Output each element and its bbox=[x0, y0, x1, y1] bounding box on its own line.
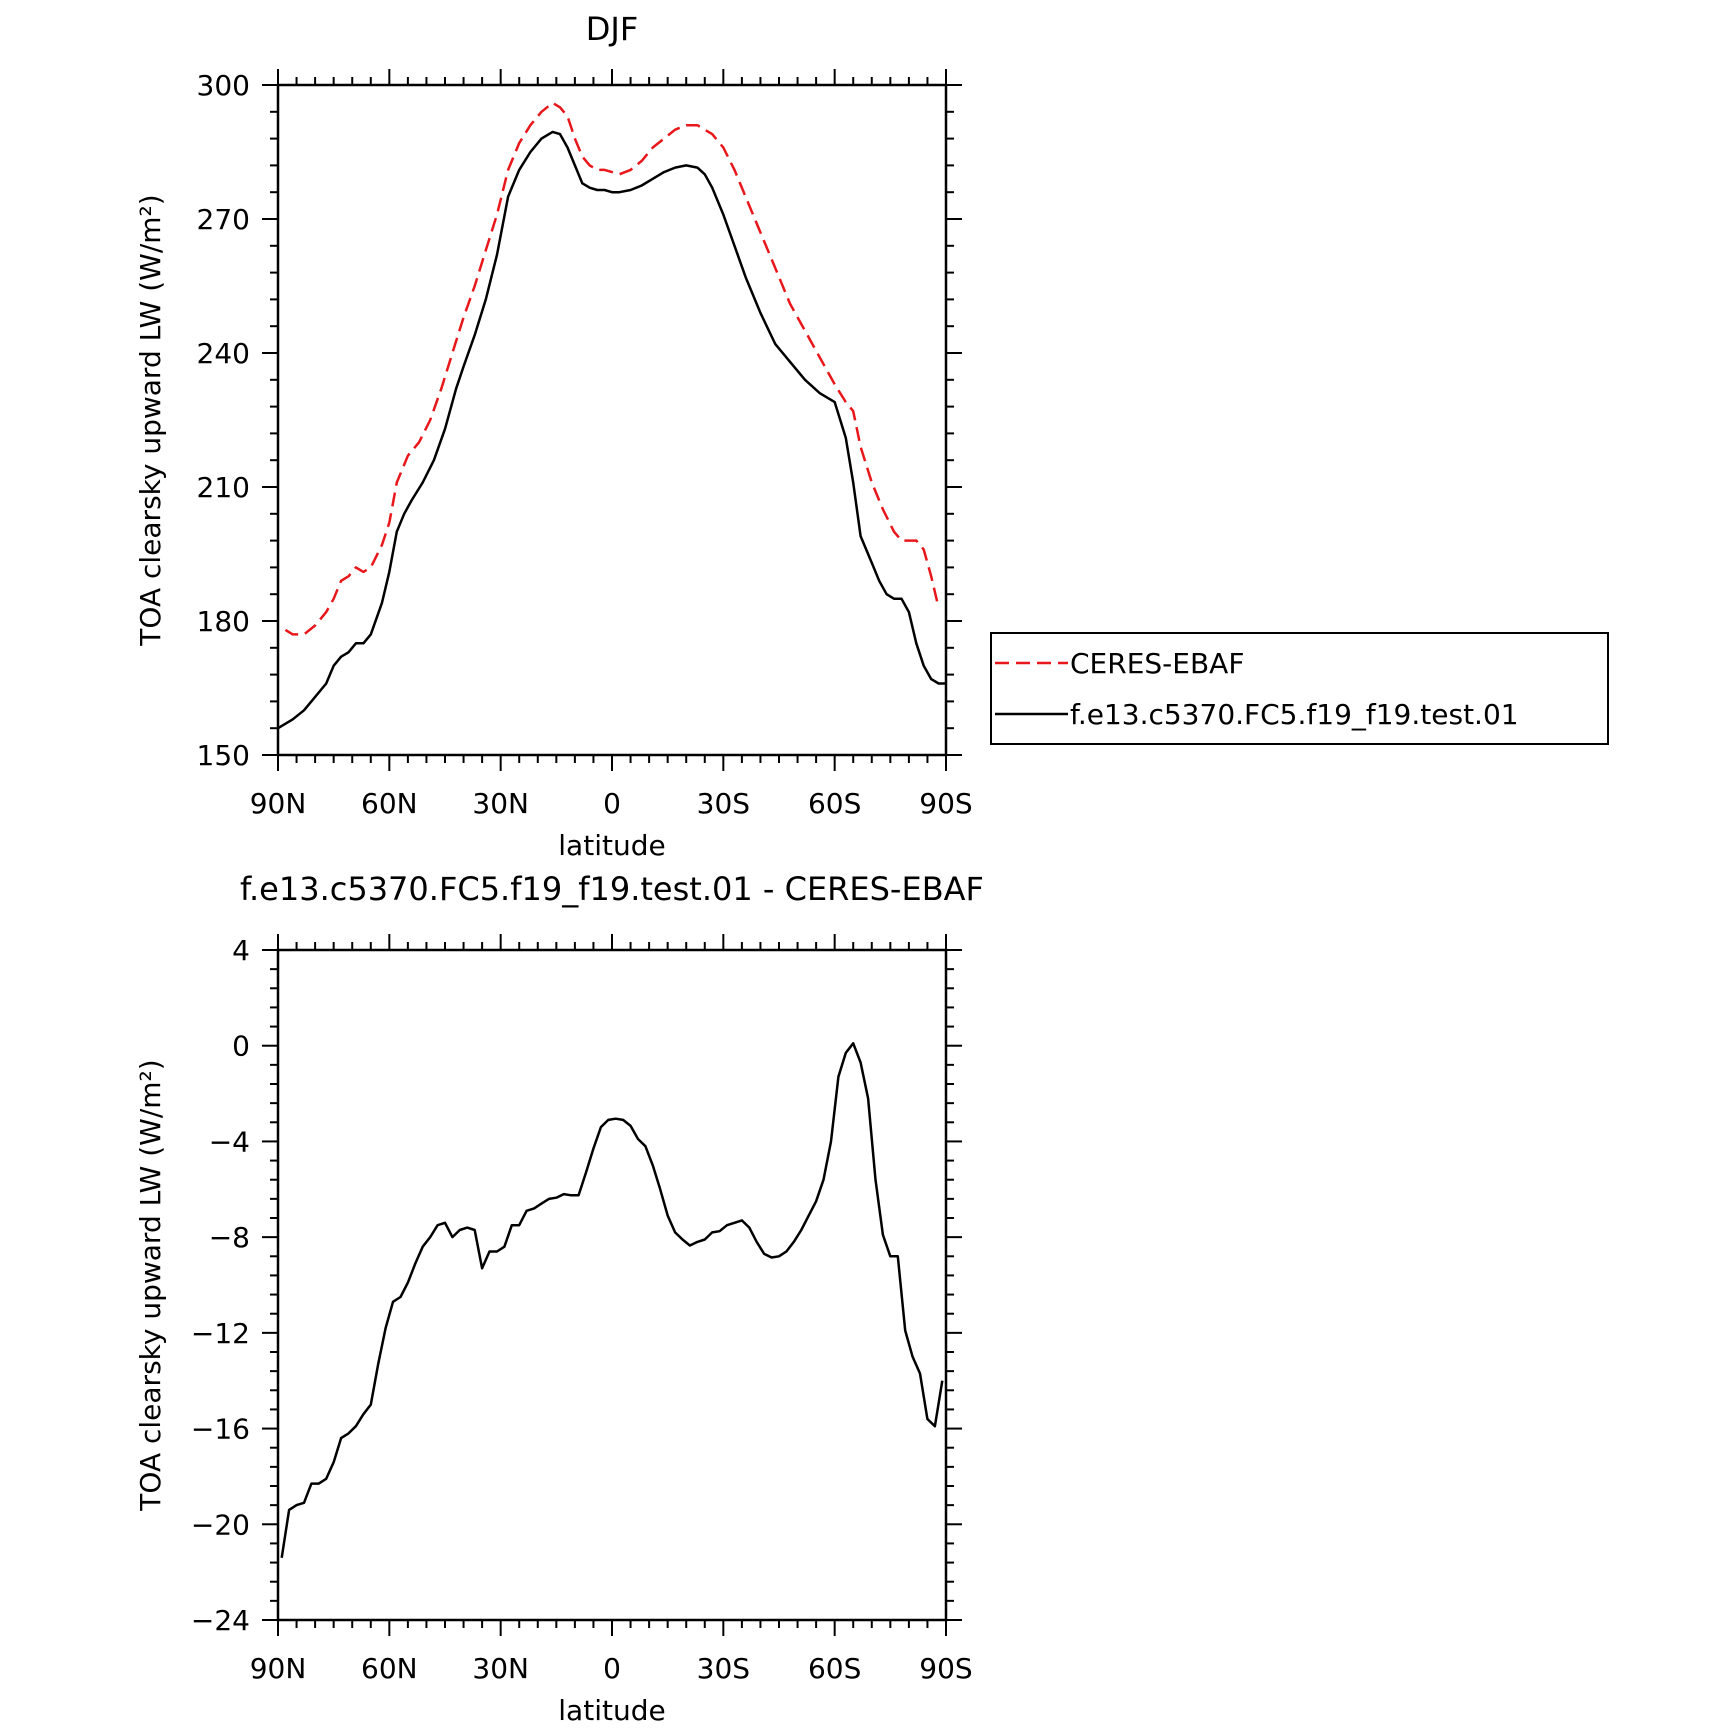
chart-title: f.e13.c5370.FC5.f19_f19.test.01 - CERES-… bbox=[240, 870, 984, 908]
y-axis-label: TOA clearsky upward LW (W/m²) bbox=[134, 1059, 167, 1511]
legend: CERES-EBAF f.e13.c5370.FC5.f19_f19.test.0… bbox=[990, 632, 1609, 745]
panel-top: DJF 90N 60N 30N 0 30S 60S 90S 150 180 210 240 270 300… bbox=[134, 10, 973, 862]
x-tick-label: 30S bbox=[697, 787, 750, 820]
x-tick-label: 60N bbox=[361, 1652, 418, 1685]
x-tick-label: 90S bbox=[919, 1652, 972, 1685]
x-tick-label: 90S bbox=[919, 787, 972, 820]
x-tick-label: 30S bbox=[697, 1652, 750, 1685]
x-tick-label: 90N bbox=[250, 1652, 307, 1685]
y-tick-label: 300 bbox=[197, 69, 250, 102]
y-tick-label: 0 bbox=[232, 1030, 250, 1063]
y-tick-label: −20 bbox=[191, 1508, 250, 1541]
y-tick-label: 270 bbox=[197, 203, 250, 236]
x-tick-label: 60S bbox=[808, 1652, 861, 1685]
y-tick-label: −24 bbox=[191, 1604, 250, 1637]
x-tick-label: 90N bbox=[250, 787, 307, 820]
y-tick-label: −8 bbox=[209, 1221, 250, 1254]
y-tick-label: 4 bbox=[232, 934, 250, 967]
y-tick-label: −12 bbox=[191, 1317, 250, 1350]
y-tick-label: 240 bbox=[197, 337, 250, 370]
series-line-0 bbox=[284, 101, 940, 636]
legend-label: CERES-EBAF bbox=[1070, 647, 1244, 680]
legend-box bbox=[990, 632, 1609, 745]
y-tick-label: 180 bbox=[197, 605, 250, 638]
x-axis-label: latitude bbox=[558, 1694, 665, 1727]
y-tick-label: −4 bbox=[209, 1125, 250, 1158]
y-tick-label: 210 bbox=[197, 471, 250, 504]
y-tick-label: 150 bbox=[197, 739, 250, 772]
x-tick-label: 60N bbox=[361, 787, 418, 820]
x-tick-label: 60S bbox=[808, 787, 861, 820]
panel-bottom: f.e13.c5370.FC5.f19_f19.test.01 - CERES-… bbox=[134, 870, 984, 1727]
y-axis-label: TOA clearsky upward LW (W/m²) bbox=[134, 194, 167, 646]
x-tick-label: 30N bbox=[472, 787, 529, 820]
chart-title: DJF bbox=[586, 10, 638, 48]
legend-label: f.e13.c5370.FC5.f19_f19.test.01 bbox=[1070, 698, 1519, 731]
x-tick-label: 0 bbox=[603, 1652, 621, 1685]
series-line-0 bbox=[280, 1042, 944, 1558]
x-tick-label: 30N bbox=[472, 1652, 529, 1685]
y-tick-label: −16 bbox=[191, 1413, 250, 1446]
x-tick-label: 0 bbox=[603, 787, 621, 820]
x-axis-label: latitude bbox=[558, 829, 665, 862]
series-line-1 bbox=[277, 130, 946, 730]
